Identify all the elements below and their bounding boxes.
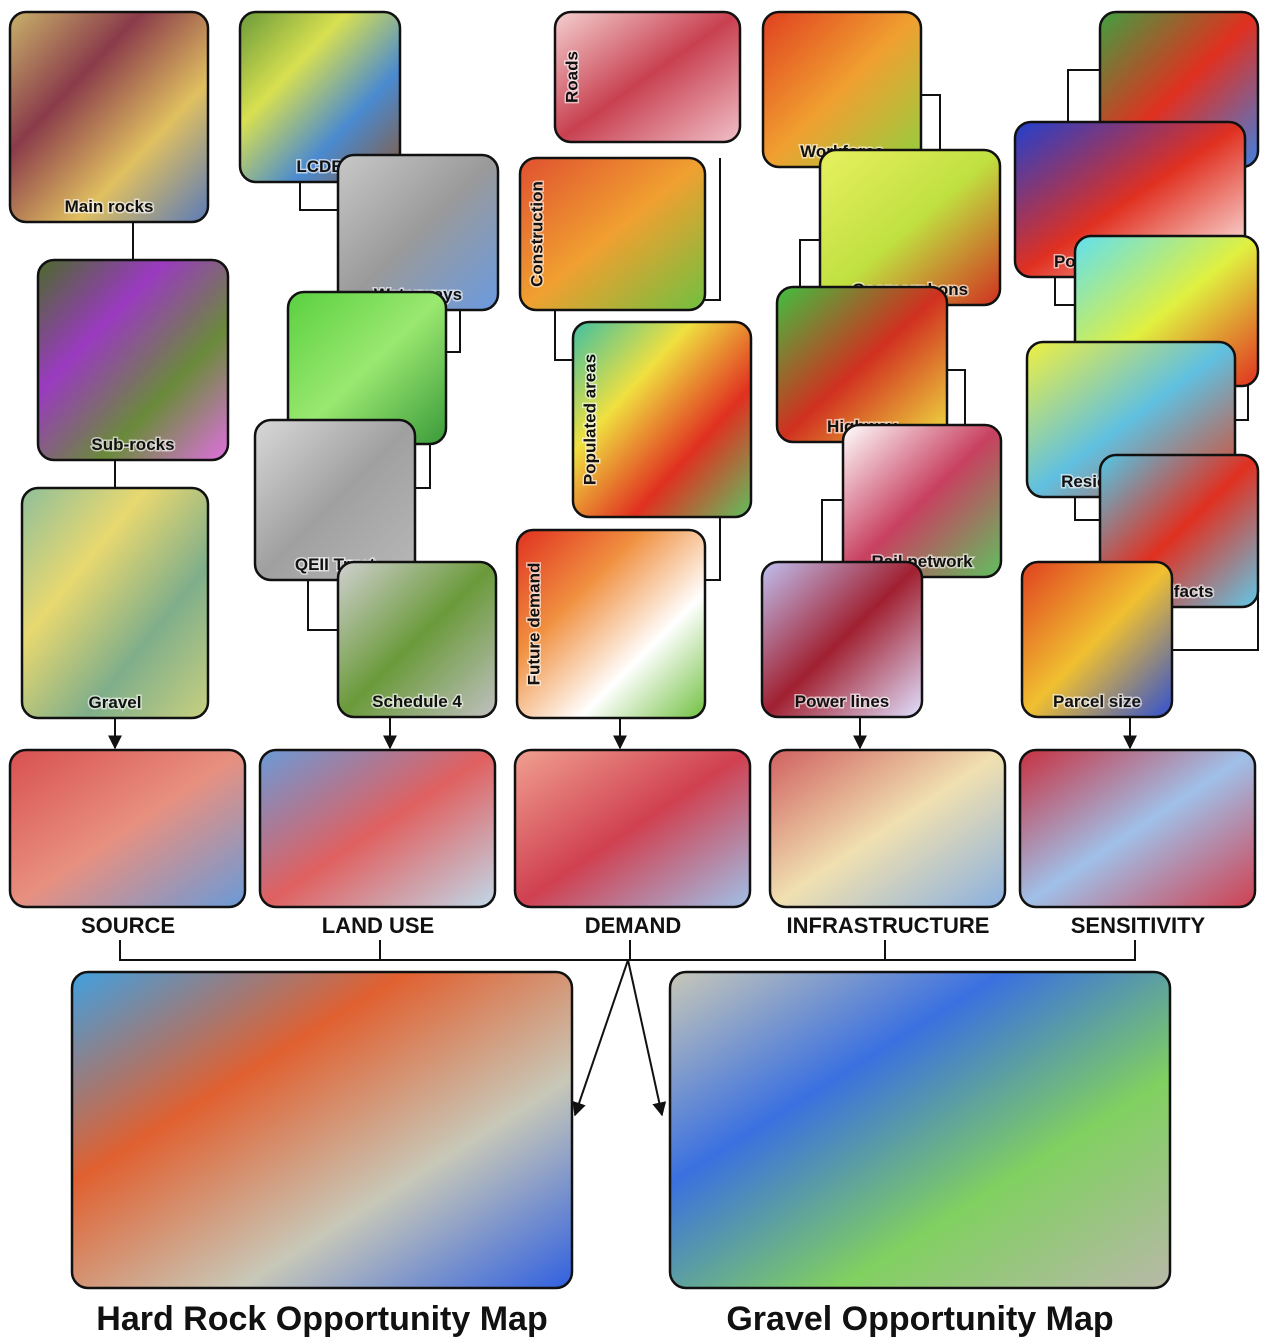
output-title: Gravel Opportunity Map [726, 1300, 1113, 1338]
connector [119, 940, 1136, 961]
layer-tile: Construction [518, 156, 707, 312]
layer-tile: Populated areas [571, 320, 753, 519]
connector [446, 310, 461, 353]
layer-label: Main rocks [65, 197, 154, 216]
layer-tile: Workforce [761, 10, 923, 169]
layer-tile: Sub-rocks [36, 258, 230, 462]
layer-map [20, 486, 210, 720]
layer-label: Power lines [795, 692, 889, 711]
layer-tile: Highway [775, 285, 949, 444]
layer-tile: Future demand [515, 528, 707, 720]
layer-tile: QEII Trust [253, 418, 417, 582]
summary-map [258, 748, 497, 909]
layer-label: Roads [562, 51, 581, 103]
layer-map [8, 10, 210, 224]
layer-tile: LCDB [238, 10, 402, 184]
connector [799, 239, 820, 305]
layer-tile: Parcel size [1020, 560, 1174, 719]
layer-map [253, 418, 417, 582]
output-title: Hard Rock Opportunity Map [96, 1300, 547, 1338]
layer-label: Schedule 4 [372, 692, 462, 711]
summary-map [8, 748, 247, 909]
layer-map [36, 258, 230, 462]
connector [821, 499, 843, 562]
layer-map [1020, 560, 1174, 719]
summary-map [513, 748, 752, 909]
layer-tile: Gravel [20, 486, 210, 720]
layer-map [571, 320, 753, 519]
summary-map [768, 748, 1007, 909]
layer-tile: Geomorphons [818, 148, 1002, 307]
layer-label: Gravel [89, 693, 142, 712]
arrow [572, 959, 629, 1117]
summary-heading: SOURCE [81, 913, 175, 938]
layer-map [518, 156, 707, 312]
output-map [668, 970, 1172, 1290]
layer-label: Sub-rocks [91, 435, 174, 454]
connector [1067, 69, 1100, 122]
layer-label: Construction [527, 181, 546, 287]
layer-tile: Roads [553, 10, 742, 144]
connector [1074, 497, 1100, 521]
connector [307, 580, 338, 631]
layer-map [336, 560, 498, 719]
layer-map [760, 560, 924, 719]
summary-heading: DEMAND [585, 913, 682, 938]
connector [1235, 386, 1249, 421]
connector [299, 182, 338, 211]
summary-heading: SENSITIVITY [1071, 913, 1206, 938]
layer-label: Parcel size [1053, 692, 1141, 711]
arrow [627, 959, 667, 1117]
connector [415, 444, 431, 489]
layer-tile: Power lines [760, 560, 924, 719]
connector [705, 517, 721, 581]
layer-tile: Waterways [336, 153, 500, 312]
summary-heading: LAND USE [322, 913, 434, 938]
layer-map [238, 10, 402, 184]
output-map [70, 970, 574, 1290]
connector [947, 369, 966, 425]
connector [554, 310, 573, 361]
connector [921, 94, 941, 150]
connector [705, 158, 721, 301]
summary-heading: INFRASTRUCTURE [787, 913, 990, 938]
layer-tile: Schedule 4 [336, 560, 498, 719]
layer-label: LCDB [296, 157, 343, 176]
connector [1054, 277, 1075, 306]
layer-tile: Rail network [841, 423, 1003, 579]
layer-label: Future demand [524, 563, 543, 686]
layer-map [515, 528, 707, 720]
layer-label: Populated areas [580, 354, 599, 485]
summary-map [1018, 748, 1257, 909]
layer-map [553, 10, 742, 144]
layer-tile: Main rocks [8, 10, 210, 224]
